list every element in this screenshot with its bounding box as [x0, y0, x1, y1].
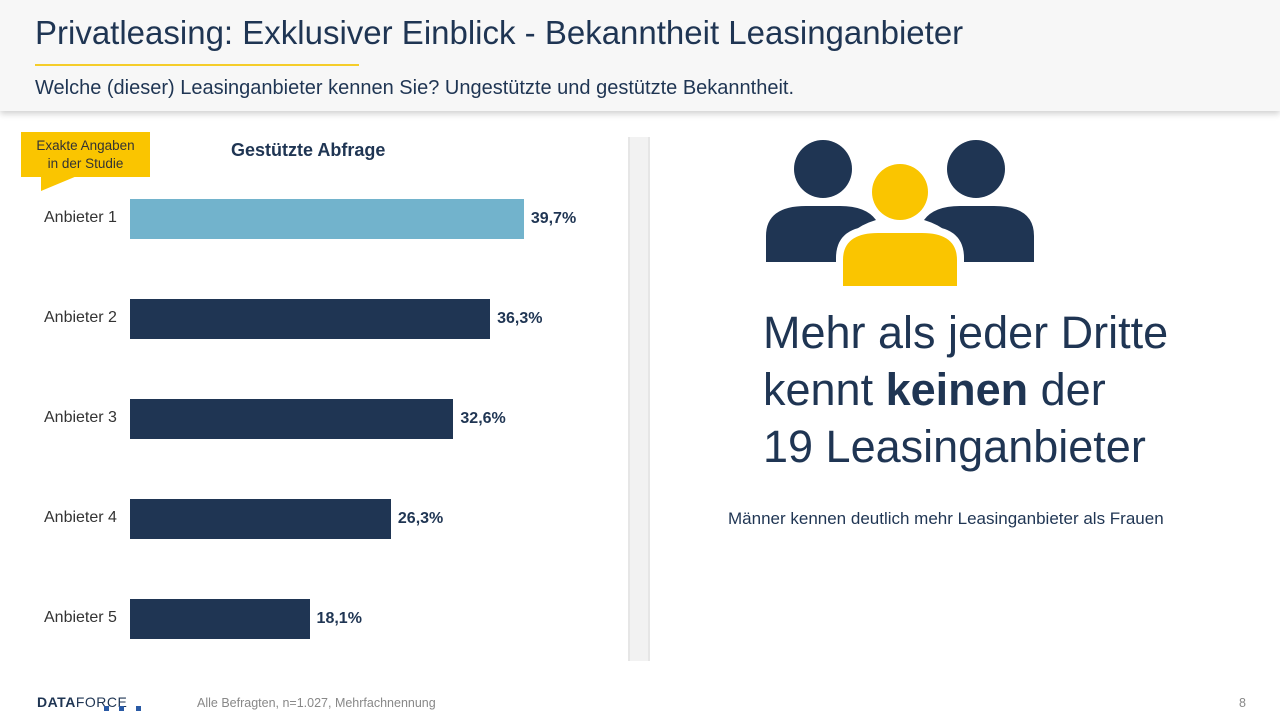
value-label: 26,3%	[397, 510, 444, 527]
logo-text: DATA	[37, 694, 76, 710]
category-label: Anbieter 1	[44, 209, 117, 226]
page-number: 8	[1239, 696, 1246, 710]
headline-emphasis: keinen	[885, 364, 1029, 415]
headline-line: Mehr als jeder Dritte	[763, 307, 1169, 358]
bar	[130, 499, 391, 539]
logo-text: FORCE	[75, 694, 128, 710]
bar-chart: Anbieter 1 39,7% Anbieter 2 36,3% Anbieter 3…	[0, 190, 620, 660]
chart-title: Gestützte Abfrage	[231, 140, 386, 160]
value-label: 36,3%	[497, 310, 543, 327]
dataforce-logo: DATAFORCE	[37, 694, 141, 711]
bar	[130, 199, 524, 239]
headline-line: 19 Leasinganbieter	[763, 421, 1146, 472]
bar	[130, 599, 310, 639]
headline: Mehr als jeder Dritte kennt keinen der 1…	[763, 304, 1168, 475]
category-label: Anbieter 5	[44, 609, 117, 626]
value-label: 32,6%	[460, 410, 506, 427]
headline-line: kennt keinen der	[763, 361, 1168, 418]
header: Privatleasing: Exklusiver Einblick - Bek…	[0, 0, 1280, 111]
title-underline	[35, 64, 359, 66]
callout-line: in der Studie	[47, 156, 124, 171]
people-group-icon	[766, 140, 1034, 286]
category-label: Anbieter 3	[44, 409, 117, 426]
value-label: 39,7%	[530, 210, 577, 227]
page-title: Privatleasing: Exklusiver Einblick - Bek…	[35, 14, 964, 51]
headline-text: der	[1028, 364, 1106, 415]
footnote: Alle Befragten, n=1.027, Mehrfachnennung	[197, 696, 436, 710]
value-label: 18,1%	[316, 610, 362, 627]
callout-line: Exakte Angaben	[36, 138, 135, 153]
bar	[130, 399, 454, 439]
divider	[628, 137, 650, 661]
headline-text: kennt	[763, 364, 886, 415]
note-text: Männer kennen deutlich mehr Leasinganbie…	[728, 509, 1164, 528]
bar	[130, 299, 491, 339]
category-label: Anbieter 4	[44, 509, 117, 526]
callout-badge: Exakte Angaben in der Studie	[21, 132, 150, 191]
category-label: Anbieter 2	[44, 309, 117, 326]
page-subtitle: Welche (dieser) Leasinganbieter kennen S…	[35, 77, 795, 99]
